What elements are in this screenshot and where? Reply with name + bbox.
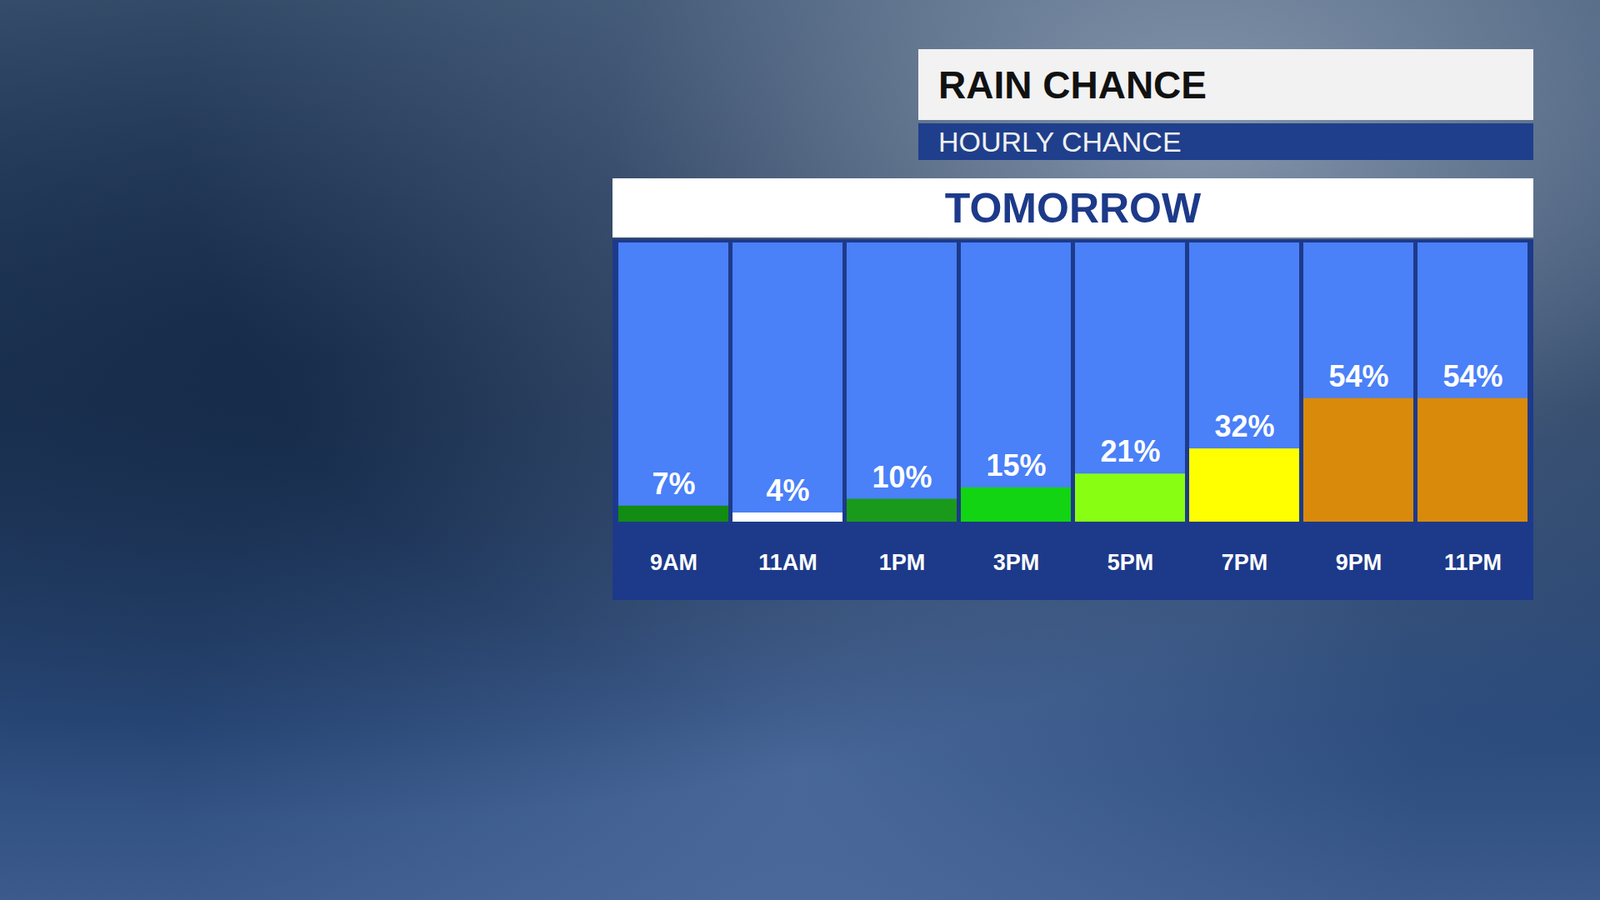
svg-text:5PM: 5PM (1107, 550, 1155, 575)
svg-text:54%: 54% (1442, 359, 1503, 394)
html-text:HOURLY CHANCE: HOURLY CHANCE (938, 125, 1182, 158)
svg-text:7%: 7% (651, 466, 695, 501)
svg-text:9PM: 9PM (1335, 550, 1383, 575)
html-text:TOMORROW: TOMORROW (944, 184, 1201, 232)
svg-text:9AM: 9AM (650, 550, 698, 575)
svg-text:1PM: 1PM (879, 550, 926, 575)
svg-text:32%: 32% (1214, 409, 1275, 444)
svg-text:11AM: 11AM (758, 550, 818, 575)
svg-text:21%: 21% (1100, 434, 1160, 469)
svg-text:15%: 15% (985, 448, 1046, 483)
svg-text:3PM: 3PM (993, 550, 1040, 575)
svg-text:4%: 4% (765, 473, 810, 508)
svg-text:54%: 54% (1328, 359, 1389, 394)
svg-text:11PM: 11PM (1444, 550, 1502, 575)
svg-text:7PM: 7PM (1221, 550, 1269, 575)
html-text:RAIN CHANCE: RAIN CHANCE (938, 62, 1207, 107)
svg-text:10%: 10% (871, 460, 932, 495)
